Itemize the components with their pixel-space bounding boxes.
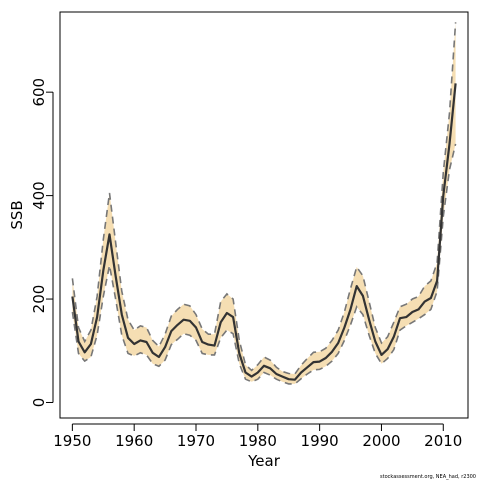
- x-axis-title: Year: [247, 452, 281, 470]
- x-axis: 1950 1960 1970 1980 1990 2000 2010: [53, 423, 462, 450]
- caption: stockassessment.org, NEA_had, r2300: [380, 474, 476, 480]
- x-tick-label: 1990: [301, 432, 339, 450]
- y-axis-title: SSB: [8, 200, 26, 229]
- y-tick-label: 600: [30, 78, 48, 107]
- confidence-band-layer: [72, 22, 456, 384]
- y-axis: 0 200 400 600: [30, 78, 54, 408]
- x-tick-label: 1970: [177, 432, 215, 450]
- x-tick-label: 1950: [53, 432, 91, 450]
- x-tick-label: 2000: [362, 432, 400, 450]
- ssb-line: [71, 83, 457, 381]
- x-tick-label: 2010: [424, 432, 462, 450]
- confidence-lines-layer: [71, 22, 457, 385]
- y-tick-label: 200: [30, 285, 48, 314]
- x-tick-label: 1960: [115, 432, 153, 450]
- upper-ci-line: [71, 22, 457, 375]
- lower-ci-line: [71, 143, 457, 385]
- plot-frame: [59, 11, 469, 419]
- y-tick-label: 0: [30, 398, 48, 408]
- confidence-band: [72, 22, 456, 384]
- ssb-line-layer: [71, 83, 457, 381]
- y-tick-label: 400: [30, 181, 48, 210]
- x-tick-label: 1980: [239, 432, 277, 450]
